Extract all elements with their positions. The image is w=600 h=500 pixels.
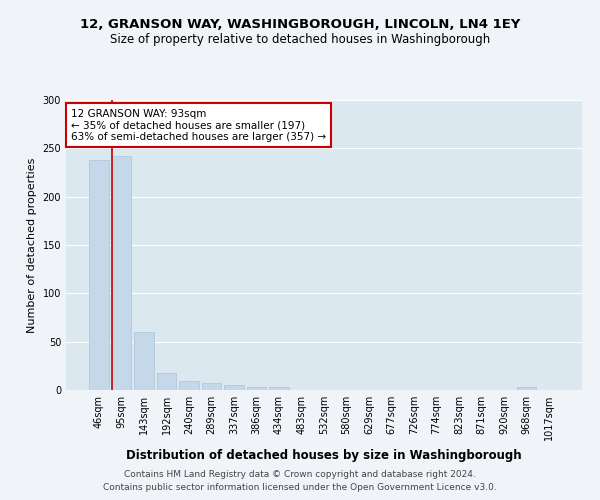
- Text: 12 GRANSON WAY: 93sqm
← 35% of detached houses are smaller (197)
63% of semi-det: 12 GRANSON WAY: 93sqm ← 35% of detached …: [71, 108, 326, 142]
- Bar: [247, 387, 266, 390]
- Y-axis label: Number of detached properties: Number of detached properties: [27, 158, 37, 332]
- Bar: [202, 383, 221, 390]
- Bar: [157, 372, 176, 390]
- Bar: [89, 160, 109, 390]
- Bar: [224, 385, 244, 390]
- Bar: [517, 387, 536, 390]
- Bar: [269, 387, 289, 390]
- X-axis label: Distribution of detached houses by size in Washingborough: Distribution of detached houses by size …: [126, 448, 522, 462]
- Text: Contains public sector information licensed under the Open Government Licence v3: Contains public sector information licen…: [103, 483, 497, 492]
- Bar: [134, 332, 154, 390]
- Bar: [112, 156, 131, 390]
- Text: Contains HM Land Registry data © Crown copyright and database right 2024.: Contains HM Land Registry data © Crown c…: [124, 470, 476, 479]
- Text: 12, GRANSON WAY, WASHINGBOROUGH, LINCOLN, LN4 1EY: 12, GRANSON WAY, WASHINGBOROUGH, LINCOLN…: [80, 18, 520, 30]
- Text: Size of property relative to detached houses in Washingborough: Size of property relative to detached ho…: [110, 32, 490, 46]
- Bar: [179, 382, 199, 390]
